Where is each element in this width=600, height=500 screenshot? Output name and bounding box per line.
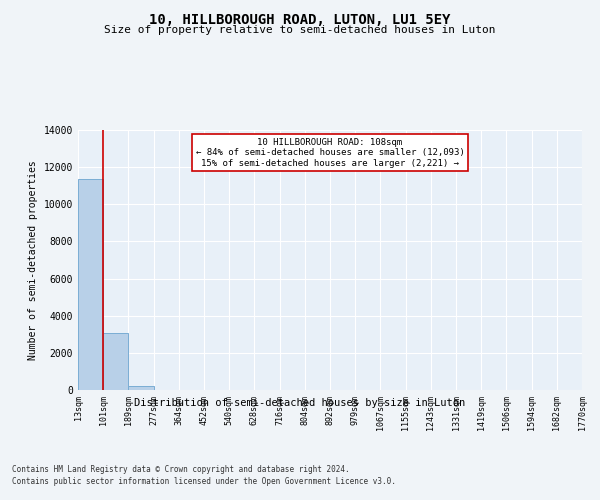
Text: 10 HILLBOROUGH ROAD: 108sqm
← 84% of semi-detached houses are smaller (12,093)
1: 10 HILLBOROUGH ROAD: 108sqm ← 84% of sem… bbox=[196, 138, 464, 168]
Bar bbox=[78, 178, 103, 390]
Text: Contains public sector information licensed under the Open Government Licence v3: Contains public sector information licen… bbox=[12, 478, 396, 486]
Text: Contains HM Land Registry data © Crown copyright and database right 2024.: Contains HM Land Registry data © Crown c… bbox=[12, 465, 350, 474]
Text: Size of property relative to semi-detached houses in Luton: Size of property relative to semi-detach… bbox=[104, 25, 496, 35]
Bar bbox=[103, 334, 128, 390]
Text: 10, HILLBOROUGH ROAD, LUTON, LU1 5EY: 10, HILLBOROUGH ROAD, LUTON, LU1 5EY bbox=[149, 12, 451, 26]
Y-axis label: Number of semi-detached properties: Number of semi-detached properties bbox=[28, 160, 38, 360]
Bar bbox=[128, 386, 154, 390]
Text: Distribution of semi-detached houses by size in Luton: Distribution of semi-detached houses by … bbox=[134, 398, 466, 407]
